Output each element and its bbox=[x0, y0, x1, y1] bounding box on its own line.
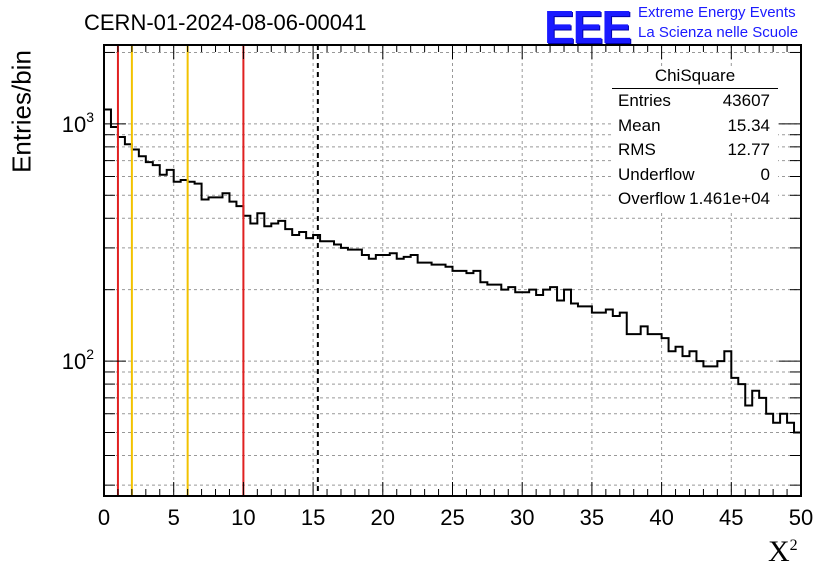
logo-line-2: La Scienza nelle Scuole bbox=[638, 24, 799, 41]
x-axis-label: X2 bbox=[768, 535, 798, 568]
stats-row-underflow: Underflow 0 bbox=[618, 164, 770, 184]
x-tick-label: 20 bbox=[371, 505, 395, 530]
x-tick-label: 5 bbox=[168, 505, 180, 530]
stats-title: ChiSquare bbox=[612, 66, 778, 89]
eee-logo: EEE bbox=[544, 1, 632, 53]
grid-lines bbox=[104, 45, 801, 496]
histogram bbox=[104, 108, 801, 434]
x-tick-label: 0 bbox=[98, 505, 110, 530]
x-tick-label: 50 bbox=[789, 505, 813, 530]
run-title: CERN-01-2024-08-06-00041 bbox=[84, 10, 367, 35]
axis-ticks bbox=[103, 45, 802, 496]
x-tick-label: 45 bbox=[719, 505, 743, 530]
x-tick-label: 30 bbox=[510, 505, 534, 530]
stats-row-mean: Mean 15.34 bbox=[618, 115, 770, 135]
x-tick-label: 25 bbox=[440, 505, 464, 530]
stats-row-entries: Entries 43607 bbox=[618, 91, 770, 110]
y-tick-exponent: 3 bbox=[86, 109, 94, 125]
histogram-step-line bbox=[104, 108, 801, 434]
axis-tick-labels: 0 5 10 15 20 25 30 35 40 45 50 102 103 bbox=[62, 109, 814, 530]
stats-row-overflow: Overflow 1.461e+04 bbox=[618, 189, 770, 208]
x-tick-label: 35 bbox=[580, 505, 604, 530]
stats-box: ChiSquare Entries 43607 Mean 15.34 RMS 12.7… bbox=[612, 66, 778, 212]
y-tick-label: 102 bbox=[62, 346, 94, 374]
stats-row-rms: RMS 12.77 bbox=[618, 140, 770, 159]
threshold-lines bbox=[116, 45, 319, 496]
logo-line-1: Extreme Energy Events bbox=[638, 4, 796, 21]
x-tick-label: 15 bbox=[301, 505, 325, 530]
y-tick-exponent: 2 bbox=[86, 346, 94, 362]
x-tick-label: 10 bbox=[231, 505, 255, 530]
x-tick-label: 40 bbox=[649, 505, 673, 530]
y-tick-label: 103 bbox=[62, 109, 94, 137]
y-axis-label: Entries/bin bbox=[6, 50, 37, 173]
